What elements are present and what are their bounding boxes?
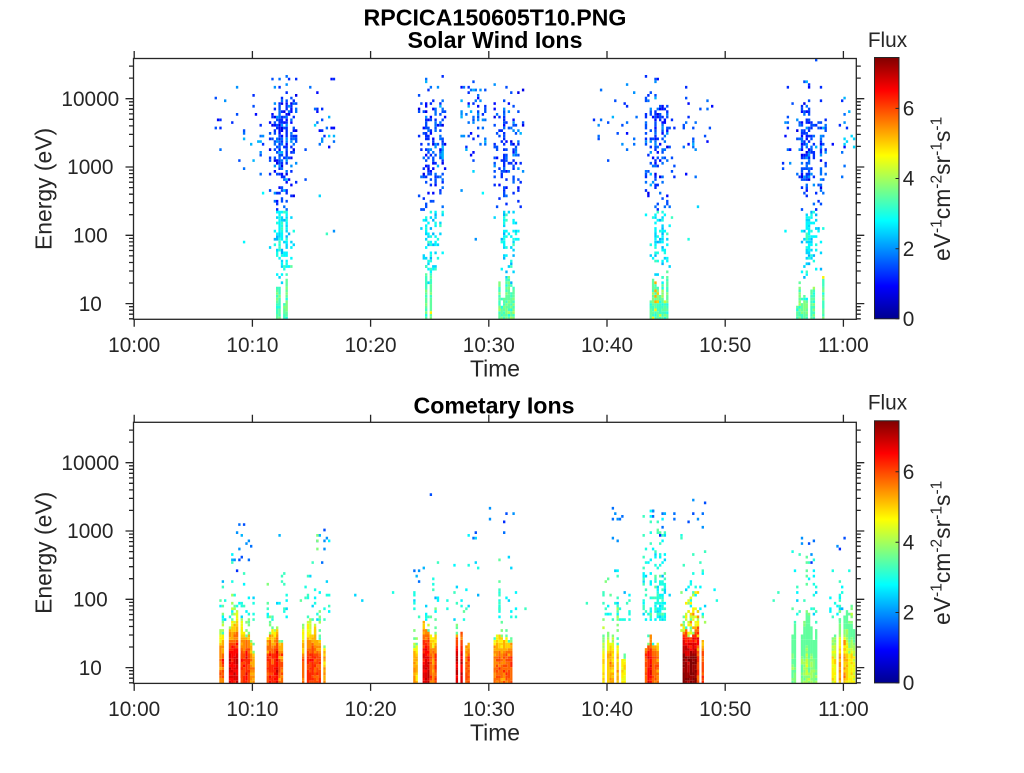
svg-text:10:30: 10:30 xyxy=(463,334,515,357)
svg-text:10: 10 xyxy=(79,657,102,680)
svg-text:6: 6 xyxy=(903,461,915,484)
svg-text:Solar Wind Ions: Solar Wind Ions xyxy=(408,27,583,53)
svg-text:2: 2 xyxy=(903,238,915,261)
svg-text:10: 10 xyxy=(79,293,102,316)
svg-text:4: 4 xyxy=(903,531,915,554)
svg-text:100: 100 xyxy=(73,589,108,612)
svg-text:1000: 1000 xyxy=(67,520,113,543)
svg-text:11:00: 11:00 xyxy=(818,698,869,721)
svg-text:10:20: 10:20 xyxy=(345,698,397,721)
svg-text:Time: Time xyxy=(470,720,520,746)
svg-text:10:50: 10:50 xyxy=(699,334,751,357)
svg-text:Energy (eV): Energy (eV) xyxy=(31,492,57,614)
svg-text:10000: 10000 xyxy=(61,88,119,111)
svg-text:100: 100 xyxy=(73,225,108,248)
svg-text:0: 0 xyxy=(903,308,915,331)
svg-text:Cometary Ions: Cometary Ions xyxy=(413,393,574,419)
svg-text:10:30: 10:30 xyxy=(463,698,515,721)
svg-text:11:00: 11:00 xyxy=(818,334,869,357)
svg-text:10:00: 10:00 xyxy=(108,698,160,721)
svg-text:2: 2 xyxy=(903,602,915,625)
svg-text:10:40: 10:40 xyxy=(581,334,633,357)
svg-text:10:50: 10:50 xyxy=(699,698,751,721)
svg-text:0: 0 xyxy=(903,672,915,695)
svg-text:10:00: 10:00 xyxy=(108,334,160,357)
svg-text:eV-1cm-2sr-1s-1: eV-1cm-2sr-1s-1 xyxy=(929,117,956,261)
svg-text:RPCICA150605T10.PNG: RPCICA150605T10.PNG xyxy=(364,5,627,31)
svg-text:1000: 1000 xyxy=(67,156,113,179)
svg-text:Energy (eV): Energy (eV) xyxy=(31,128,57,250)
svg-text:10:10: 10:10 xyxy=(226,334,278,357)
svg-text:4: 4 xyxy=(903,168,915,191)
svg-text:6: 6 xyxy=(903,98,915,121)
svg-text:Flux: Flux xyxy=(868,29,908,52)
svg-text:Time: Time xyxy=(470,355,520,381)
svg-text:10000: 10000 xyxy=(61,452,119,475)
svg-text:eV-1cm-2sr-1s-1: eV-1cm-2sr-1s-1 xyxy=(929,481,956,625)
svg-text:10:10: 10:10 xyxy=(226,698,278,721)
svg-text:10:40: 10:40 xyxy=(581,698,633,721)
svg-text:Flux: Flux xyxy=(868,391,908,414)
svg-text:10:20: 10:20 xyxy=(345,334,397,357)
